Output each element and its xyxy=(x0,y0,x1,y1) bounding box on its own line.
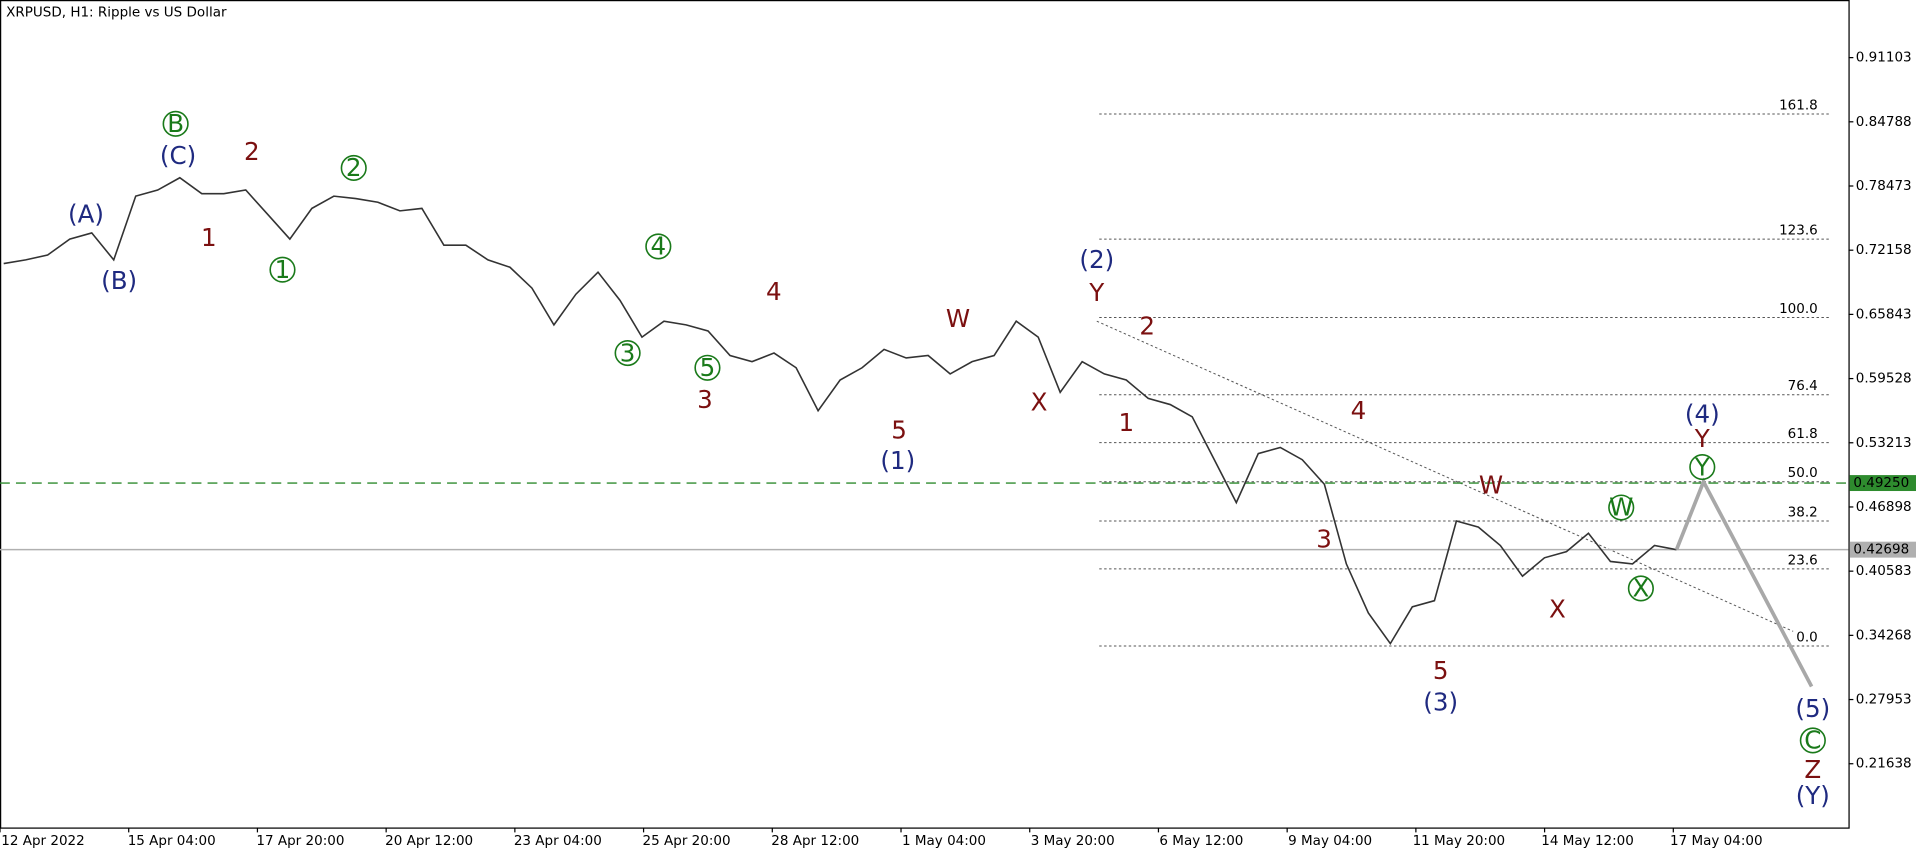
x-tick-label: 12 Apr 2022 xyxy=(1,833,84,849)
x-tick-label: 25 Apr 20:00 xyxy=(643,833,731,849)
y-tick-label: 0.34268 xyxy=(1856,627,1912,643)
wave-label: 4 xyxy=(1351,396,1367,425)
wave-label: W xyxy=(946,304,970,333)
fib-label: 161.8 xyxy=(1779,97,1818,113)
wave-label: Y xyxy=(1088,278,1105,307)
wave-label: 3 xyxy=(697,385,713,414)
fib-label: 61.8 xyxy=(1788,426,1818,442)
wave-circle xyxy=(1627,575,1654,602)
wave-label: 4 xyxy=(766,277,782,306)
wave-label: 1 xyxy=(1118,408,1134,437)
x-tick-label: 6 May 12:00 xyxy=(1159,833,1243,849)
chart-title: XRPUSD, H1: Ripple vs US Dollar xyxy=(6,4,227,20)
y-tick-label: 0.72158 xyxy=(1856,242,1912,258)
fib-label: 50.0 xyxy=(1788,465,1818,481)
wave-label: C xyxy=(1804,726,1821,755)
price-tag xyxy=(1849,541,1916,558)
fib-label: 0.0 xyxy=(1796,629,1817,645)
wave-label: 3 xyxy=(620,338,636,367)
x-tick-label: 17 Apr 20:00 xyxy=(256,833,344,849)
wave-label: W xyxy=(1479,471,1503,500)
wave-circle xyxy=(614,340,641,367)
wave-label: (3) xyxy=(1423,688,1458,717)
projection-path xyxy=(1674,477,1814,688)
y-tick-label: 0.78473 xyxy=(1856,178,1912,194)
wave-label: 1 xyxy=(275,255,291,284)
wave-label: 5 xyxy=(700,353,716,382)
wave-circle xyxy=(1689,454,1716,481)
x-tick-label: 23 Apr 04:00 xyxy=(514,833,602,849)
fib-label: 76.4 xyxy=(1788,378,1818,394)
y-tick-label: 0.91103 xyxy=(1856,50,1912,66)
y-tick-label: 0.53213 xyxy=(1856,435,1912,451)
plot-frame xyxy=(0,0,1850,829)
wave-label: W xyxy=(1609,493,1633,522)
wave-label: (Y) xyxy=(1796,781,1830,810)
wave-label: Y xyxy=(1694,424,1711,453)
wave-label: 4 xyxy=(651,232,667,261)
wave-label: B xyxy=(167,109,184,138)
price-line-series xyxy=(3,176,1677,646)
y-tick-label: 0.84788 xyxy=(1856,114,1912,130)
wave-circle xyxy=(645,233,672,260)
price-tag-label: 0.49250 xyxy=(1853,475,1909,491)
wave-label: (A) xyxy=(68,200,104,229)
y-tick-label: 0.59528 xyxy=(1856,371,1912,387)
x-tick-label: 3 May 20:00 xyxy=(1031,833,1115,849)
wave-circle xyxy=(1799,727,1826,754)
y-tick-label: 0.21638 xyxy=(1856,756,1912,772)
wave-label: (4) xyxy=(1685,400,1720,429)
x-tick-label: 9 May 04:00 xyxy=(1288,833,1372,849)
wave-circle xyxy=(162,110,189,137)
wave-label: (C) xyxy=(160,141,196,170)
trend-line xyxy=(1096,320,1794,632)
x-tick-label: 28 Apr 12:00 xyxy=(771,833,859,849)
wave-label: (5) xyxy=(1795,694,1830,723)
wave-label: 1 xyxy=(201,223,217,252)
wave-circle xyxy=(1608,494,1635,521)
x-tick-label: 17 May 04:00 xyxy=(1670,833,1763,849)
wave-circle xyxy=(340,154,367,182)
wave-label: X xyxy=(1632,574,1649,603)
wave-label: (2) xyxy=(1079,245,1114,274)
wave-label: 2 xyxy=(1139,311,1155,340)
wave-label: Y xyxy=(1694,452,1711,481)
y-tick-label: 0.40583 xyxy=(1856,563,1912,579)
wave-label: 5 xyxy=(1433,656,1449,685)
wave-label: 5 xyxy=(891,416,907,445)
fib-label: 38.2 xyxy=(1788,504,1818,520)
x-tick-label: 11 May 20:00 xyxy=(1413,833,1506,849)
wave-label: (B) xyxy=(101,266,137,295)
x-tick-label: 1 May 04:00 xyxy=(902,833,986,849)
price-tag-label: 0.42698 xyxy=(1853,542,1909,558)
fib-label: 123.6 xyxy=(1779,223,1818,239)
wave-label: X xyxy=(1549,595,1566,624)
x-tick-label: 20 Apr 12:00 xyxy=(385,833,473,849)
fib-label: 100.0 xyxy=(1779,301,1818,317)
wave-label: Z xyxy=(1804,755,1821,784)
y-tick-label: 0.46898 xyxy=(1856,499,1912,515)
x-tick-label: 14 May 12:00 xyxy=(1541,833,1634,849)
x-tick-label: 15 Apr 04:00 xyxy=(128,833,216,849)
fib-label: 23.6 xyxy=(1788,552,1818,568)
wave-circle xyxy=(694,354,721,381)
wave-label: (1) xyxy=(880,446,915,475)
y-tick-label: 0.27953 xyxy=(1856,692,1912,708)
y-tick-label: 0.65843 xyxy=(1856,306,1912,322)
wave-label: 2 xyxy=(346,153,362,182)
wave-label: X xyxy=(1031,387,1048,416)
wave-label: 3 xyxy=(1316,525,1332,554)
wave-circle xyxy=(269,256,296,283)
price-tag xyxy=(1849,475,1916,492)
wave-label: 2 xyxy=(244,137,260,166)
